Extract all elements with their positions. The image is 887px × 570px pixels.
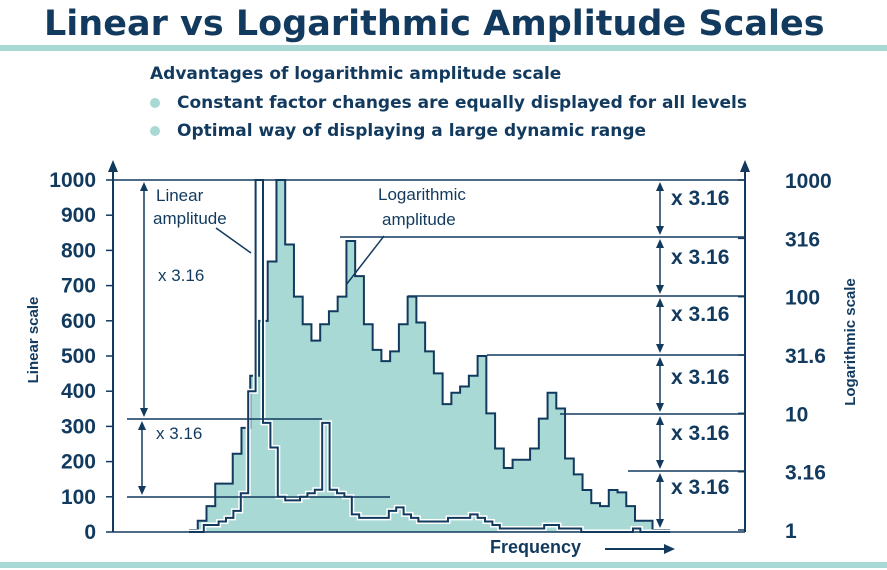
left-axis-arrow-icon: [108, 160, 118, 172]
log-factor-label: x 3.16: [671, 366, 729, 389]
log-factor-arrows: x 3.16 x 3.16 x 3.16 x 3.16 x 3.16 x 3.16: [656, 182, 729, 528]
arrow-up-icon: [656, 416, 664, 425]
bullet-dot-icon: [150, 98, 160, 108]
bullet-text: Constant factor changes are equally disp…: [177, 93, 747, 113]
right-axis-ticks: 1 3.16 10 31.6 100 316 1000: [738, 170, 832, 543]
left-tick-label: 600: [61, 310, 96, 333]
x-axis-label: Frequency: [490, 537, 581, 557]
right-tick-label: 100: [785, 287, 820, 310]
bullet-item: Constant factor changes are equally disp…: [150, 93, 747, 113]
right-axis-arrow-icon: [740, 160, 750, 172]
log-factor-label: x 3.16: [671, 303, 729, 326]
left-tick-label: 800: [61, 239, 96, 262]
left-tick-label: 100: [61, 486, 96, 509]
left-tick-label: 900: [61, 204, 96, 227]
arrow-down-icon: [656, 226, 664, 235]
advantages-heading: Advantages of logarithmic amplitude scal…: [150, 64, 562, 84]
log-amplitude-outline: [189, 179, 670, 531]
left-axis-label: Linear scale: [25, 297, 42, 384]
right-tick-label: 1: [785, 520, 797, 543]
arrow-down-icon: [656, 519, 664, 528]
right-tick-label: 31.6: [785, 345, 826, 368]
arrow-up-icon: [140, 182, 148, 191]
left-tick-label: 1000: [49, 169, 96, 192]
log-factor-label: x 3.16: [671, 187, 729, 210]
left-tick-label: 0: [84, 521, 96, 544]
log-amplitude-area: [189, 180, 670, 532]
right-tick-label: 1000: [785, 170, 832, 193]
arrow-down-icon: [138, 486, 146, 495]
log-factor-label: x 3.16: [671, 476, 729, 499]
linear-amplitude-label: Linear: [156, 186, 204, 205]
log-amplitude-label: amplitude: [382, 210, 456, 229]
right-axis-label: Logarithmic scale: [842, 278, 859, 406]
plot-layer: [189, 177, 670, 535]
bottom-bar: [0, 562, 887, 568]
arrow-down-icon: [656, 403, 664, 412]
arrow-up-icon: [656, 298, 664, 307]
log-factor-label: x 3.16: [671, 246, 729, 269]
arrow-up-icon: [656, 239, 664, 248]
bullet-text: Optimal way of displaying a large dynami…: [177, 121, 647, 141]
x-axis-arrow-icon: [664, 544, 675, 554]
page-title: Linear vs Logarithmic Amplitude Scales: [44, 4, 825, 44]
arrow-down-icon: [656, 460, 664, 469]
left-tick-label: 500: [61, 345, 96, 368]
arrow-down-icon: [656, 285, 664, 294]
linear-factor-label: x 3.16: [158, 266, 204, 285]
left-tick-label: 400: [61, 380, 96, 403]
left-tick-label: 200: [61, 451, 96, 474]
linear-factor-label: x 3.16: [156, 424, 202, 443]
title-underline-bar: [0, 45, 887, 51]
right-tick-label: 316: [785, 228, 820, 251]
bullet-item: Optimal way of displaying a large dynami…: [150, 121, 646, 141]
arrow-up-icon: [656, 473, 664, 482]
log-factor-label: x 3.16: [671, 422, 729, 445]
bullet-dot-icon: [150, 126, 160, 136]
linear-amplitude-label: amplitude: [153, 209, 227, 228]
right-tick-label: 10: [785, 403, 808, 426]
arrow-up-icon: [656, 357, 664, 366]
left-axis-ticks: 0 100 200 300 400 500 600 700 800 900 1000: [49, 169, 113, 544]
log-amplitude-pointer: [345, 235, 385, 286]
arrow-up-icon: [138, 421, 146, 430]
arrow-down-icon: [140, 408, 148, 417]
right-tick-label: 3.16: [785, 462, 826, 485]
log-amplitude-label: Logarithmic: [378, 185, 466, 204]
linear-amplitude-pointer: [215, 227, 252, 254]
arrow-up-icon: [656, 182, 664, 191]
left-tick-label: 300: [61, 415, 96, 438]
arrow-down-icon: [656, 344, 664, 353]
left-tick-label: 700: [61, 275, 96, 298]
